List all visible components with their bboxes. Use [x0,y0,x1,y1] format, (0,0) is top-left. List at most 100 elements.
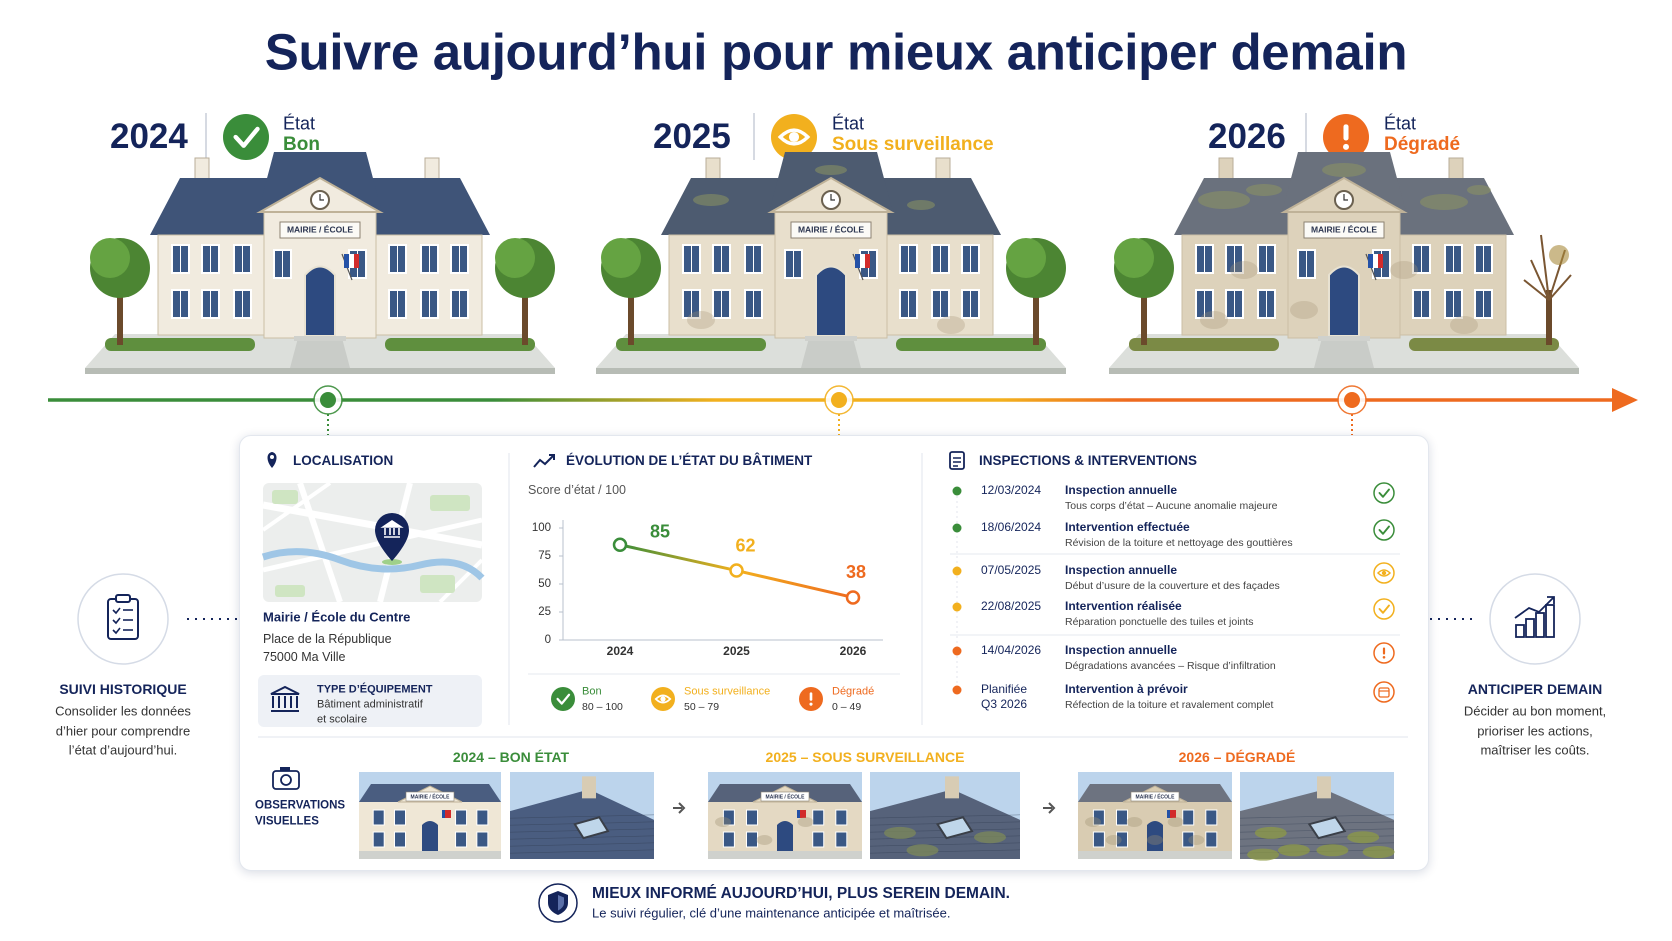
door [304,265,336,337]
wall-stain [1390,261,1418,279]
icon-bang [1343,124,1349,141]
score-point [612,537,628,553]
walkway [801,338,861,368]
tree-branch [1530,259,1550,301]
side-circle [1489,573,1581,665]
side-text: Consolider les données [55,703,191,719]
icon-pupil [788,131,800,143]
wall-stain [1230,261,1258,279]
icon-check [1378,604,1390,614]
photo-sign [760,791,810,802]
roof [881,178,1001,235]
roof-moss [815,165,847,175]
row-date: 07/05/2025 [981,563,1042,578]
row-dot [952,685,962,695]
row-date: Planifiée [981,682,1028,697]
photo-flag [442,810,445,818]
photo-window [455,831,468,848]
pin-shadow [382,559,402,565]
map-road [262,501,483,549]
building-sign: MAIRIE / ÉCOLE [798,224,864,234]
photo-window [722,831,735,848]
icon-circle [551,687,575,711]
observation-label: 2025 – SOUS SURVEILLANCE [765,748,965,765]
node-dot [1344,392,1360,408]
icon-cal [1378,687,1390,698]
photo-stain [1167,817,1184,827]
wall-stain [1450,316,1478,334]
status-icon [551,687,575,711]
tree-trunk [117,290,123,345]
tree-canopy [90,238,130,278]
camera-body [272,770,300,790]
year-label: 2025 [653,116,731,156]
icon-circle [1373,519,1395,541]
year-label: 2026 [1208,116,1286,156]
equipment-text: Bâtiment administratif [317,698,423,711]
map-river [261,548,485,581]
photo-chimney [582,776,596,799]
photo-window [1182,809,1195,826]
clock-hands [319,194,324,201]
tree-trunk [1141,290,1147,345]
flag-red [1378,254,1383,268]
icon-circle [223,114,269,160]
icon-bar [1545,604,1555,638]
section-heading: INSPECTIONS & INTERVENTIONS [979,453,1198,469]
footer-text: Le suivi régulier, clé d’une maintenance… [592,905,951,921]
hedge [1129,338,1279,351]
photo-slate-line [509,842,655,847]
hedge [616,338,766,351]
photo-window [1116,831,1128,848]
photo-stain [756,835,773,845]
row-detail: Révision de la toiture et nettoyage des … [1065,536,1293,549]
photo-stain [797,817,814,827]
photo-window [1092,831,1105,848]
side-text: prioriser les actions, [1477,723,1593,739]
row-detail: Dégradations avancées – Risque d’infiltr… [1065,659,1276,672]
building-sign: MAIRIE / ÉCOLE [287,224,353,234]
tree-branch [1548,274,1572,301]
roof [370,178,490,235]
site-name: Mairie / École du Centre [263,609,411,625]
row-detail: Réfection de la toiture et ravalement co… [1065,698,1274,711]
photo-moss [1254,826,1287,839]
icon-circle [1373,681,1395,703]
row-date: 14/04/2026 [981,643,1042,658]
map-road [438,558,484,604]
photo-window [812,809,825,826]
chart-title: ÉVOLUTION DE L’ÉTAT DU BÂTIMENT [566,453,813,469]
observations-heading: VISUELLES [255,814,319,827]
tree-branch [1523,279,1550,301]
pin-hole [270,455,274,459]
y-tick-label: 100 [532,522,551,534]
building-illustration: MAIRIE / ÉCOLE [596,152,1066,374]
walkway [1314,338,1374,368]
photo-stain [1126,817,1143,827]
ground-edge [596,368,1066,374]
walkway [290,338,350,368]
row-title: Intervention à prévoir [1065,682,1188,697]
photo-sign-text: MAIRIE / ÉCOLE [411,792,451,800]
list-icon [949,451,965,470]
tree-canopy [1006,238,1046,278]
side-text: l’état d’aujourd’hui. [68,742,178,758]
photo [1239,772,1395,861]
status-icon [651,687,675,711]
roof-moss [693,194,729,206]
tree-leaves [1549,245,1569,265]
photo-slate-line [869,842,1021,847]
flag-white [349,254,354,268]
roof-moss [1467,185,1491,195]
pin-building [380,520,404,538]
observation-label: 2026 – DÉGRADÉ [1178,748,1296,765]
photo-skylight [1307,816,1347,840]
map-park [420,575,455,593]
icon-check [556,693,571,705]
photo-stain [1085,817,1101,827]
photo-slate-line [509,814,655,819]
tree-canopy [495,238,535,278]
hedge [1409,338,1559,351]
